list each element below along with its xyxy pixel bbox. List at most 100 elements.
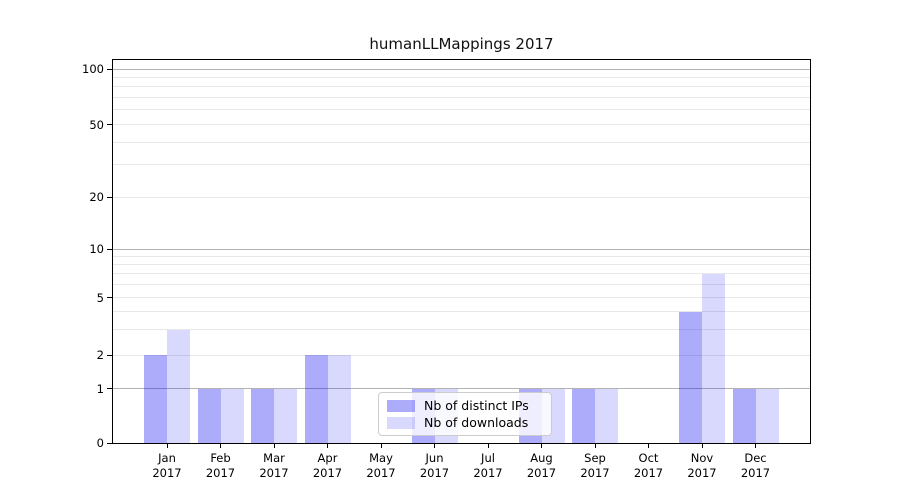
y-axis-tick-label: 10 [89, 242, 104, 256]
gridline-minor [113, 109, 810, 111]
x-axis-tick-label: Jul 2017 [473, 451, 502, 481]
bar [304, 355, 328, 443]
x-tick-mark [327, 443, 329, 448]
x-tick-month: May [369, 451, 393, 465]
y-tick-mark [107, 124, 112, 126]
gridline-minor [113, 86, 810, 88]
gridline-minor [113, 124, 810, 125]
legend: Nb of distinct IPs Nb of downloads [378, 392, 552, 436]
y-axis-tick-label: 0 [96, 436, 104, 450]
x-tick-month: Feb [210, 451, 231, 465]
legend-label-downloads: Nb of downloads [424, 415, 529, 430]
legend-item-distinct-ips: Nb of distinct IPs [387, 398, 543, 413]
bar [167, 329, 190, 443]
x-tick-mark [380, 443, 382, 448]
y-tick-mark [107, 388, 112, 390]
x-tick-year: 2017 [526, 466, 557, 480]
bar [595, 388, 618, 443]
x-axis-tick-label: Oct 2017 [634, 451, 663, 481]
y-tick-mark [107, 68, 112, 70]
y-axis-tick-label: 2 [96, 348, 104, 362]
legend-swatch-distinct-ips [387, 399, 415, 412]
x-tick-year: 2017 [633, 466, 664, 480]
x-tick-mark [166, 443, 168, 448]
legend-item-downloads: Nb of downloads [387, 415, 543, 430]
x-tick-month: Nov [690, 451, 714, 465]
bar [702, 273, 725, 443]
plot-area: Nb of distinct IPs Nb of downloads 0 1 2 5 1… [82, 59, 811, 480]
legend-swatch-downloads [387, 416, 415, 429]
legend-label-distinct-ips: Nb of distinct IPs [424, 398, 529, 413]
x-tick-month: Jun [425, 451, 444, 465]
bar [274, 388, 297, 443]
gridline-major [113, 388, 810, 389]
x-tick-mark [487, 443, 489, 448]
x-tick-mark [701, 443, 703, 448]
y-axis-tick-label: 50 [89, 117, 104, 132]
bar [220, 388, 244, 443]
x-tick-year: 2017 [419, 466, 450, 480]
y-tick-mark [107, 354, 112, 356]
x-tick-year: 2017 [312, 466, 343, 480]
x-tick-month: Oct [638, 451, 659, 465]
x-axis-tick-label: Jun 2017 [420, 451, 449, 481]
gridline-minor [113, 76, 810, 78]
bar [572, 388, 595, 443]
x-tick-mark [220, 443, 222, 448]
x-tick-month: Dec [744, 451, 767, 465]
bar [755, 388, 779, 443]
y-tick-mark [107, 248, 112, 250]
x-tick-mark [434, 443, 436, 448]
x-tick-mark [648, 443, 650, 448]
x-tick-year: 2017 [473, 466, 503, 480]
y-tick-mark [107, 297, 112, 299]
x-tick-mark [273, 443, 275, 448]
gridline-minor [113, 264, 810, 266]
bar [679, 311, 702, 443]
y-axis-tick-label: 5 [96, 290, 104, 305]
gridline-minor [113, 97, 810, 99]
gridline-minor [113, 255, 810, 257]
x-tick-month: Mar [263, 451, 285, 465]
bar [144, 355, 167, 443]
gridline-minor [113, 297, 810, 298]
gridline-minor [113, 164, 810, 166]
x-tick-year: 2017 [580, 466, 610, 480]
gridline-minor [113, 196, 810, 198]
x-tick-mark [755, 443, 757, 448]
x-tick-year: 2017 [152, 466, 182, 480]
gridline-minor [113, 284, 810, 286]
y-tick-mark [107, 442, 112, 444]
x-tick-year: 2017 [259, 466, 289, 480]
gridline-minor [113, 273, 810, 275]
x-axis-tick-label: Mar 2017 [259, 451, 288, 481]
x-axis-tick-label: Apr 2017 [313, 451, 342, 481]
chart-title: humanLLMappings 2017 [369, 35, 554, 53]
x-axis-tick-label: Feb 2017 [206, 451, 235, 481]
x-tick-month: Apr [317, 451, 338, 465]
y-axis-tick-label: 20 [89, 190, 104, 204]
x-axis-tick-label: Sep 2017 [580, 451, 609, 481]
gridline-major [113, 248, 810, 250]
x-tick-mark [541, 443, 543, 448]
x-tick-month: Aug [530, 451, 553, 465]
y-axis-tick-label: 1 [96, 381, 104, 396]
x-axis-tick-label: Nov 2017 [687, 451, 716, 481]
x-axis-tick-label: Aug 2017 [527, 451, 556, 481]
bar [197, 388, 221, 443]
gridline-minor [113, 141, 810, 143]
gridline-minor [113, 311, 810, 312]
bar [327, 355, 351, 443]
x-tick-mark [594, 443, 596, 448]
gridline-minor [113, 354, 810, 356]
gridline-minor [113, 329, 810, 331]
x-tick-month: Jul [481, 451, 495, 465]
x-tick-year: 2017 [687, 466, 717, 480]
bar [732, 388, 756, 443]
x-tick-month: Sep [584, 451, 606, 465]
bar [251, 388, 274, 443]
x-axis-tick-label: May 2017 [366, 451, 395, 481]
y-axis-tick-label: 100 [82, 62, 104, 76]
x-axis-tick-label: Jan 2017 [152, 451, 181, 481]
x-tick-month: Jan [158, 451, 176, 465]
